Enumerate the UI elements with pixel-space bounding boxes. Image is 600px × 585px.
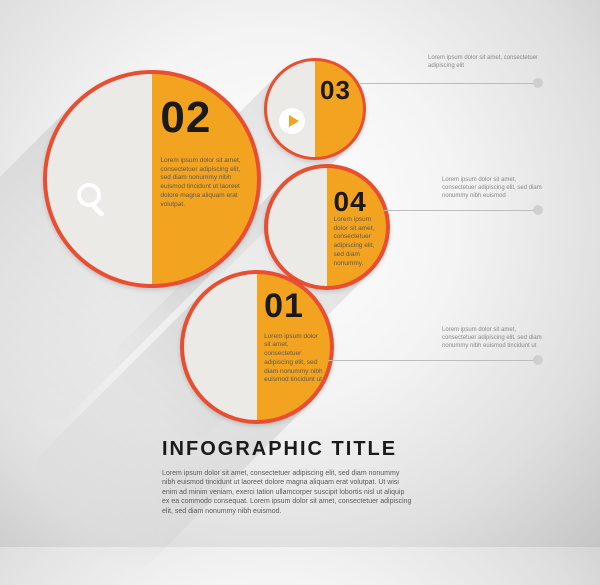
circle-01-body: 01 Lorem ipsum dolor sit amet, consectet… xyxy=(184,274,330,420)
connector-dot xyxy=(533,78,543,88)
infographic-title-body: Lorem ipsum dolor sit amet, consectetuer… xyxy=(162,469,412,516)
circle-04: 04 Lorem ipsum dolor sit amet, consectet… xyxy=(264,164,390,290)
circle-03: 03 xyxy=(264,58,366,160)
connector-text: Lorem ipsum dolor sit amet, consectetuer… xyxy=(442,176,550,200)
play-icon xyxy=(277,106,307,136)
connector-line xyxy=(384,210,538,211)
connector-line xyxy=(360,83,538,84)
magnifier-icon xyxy=(73,179,113,219)
circle-04-number: 04 xyxy=(334,188,367,216)
circle-02-text: Lorem ipsum dolor sit amet, consectetuer… xyxy=(160,157,247,210)
circle-04-body: 04 Lorem ipsum dolor sit amet, consectet… xyxy=(268,168,386,286)
connector-text: Lorem ipsum dolor sit amet, consectetuer… xyxy=(442,326,550,350)
connector-text: Lorem ipsum dolor sit amet, consectetuer… xyxy=(428,54,546,70)
circle-03-body: 03 xyxy=(267,61,363,157)
circle-01-number: 01 xyxy=(264,289,304,323)
circle-02-number: 02 xyxy=(160,96,211,140)
infographic-title: INFOGRAPHIC TITLE xyxy=(162,438,412,461)
circle-01-left-half xyxy=(184,274,257,420)
connector-dot xyxy=(533,355,543,365)
circle-03-number: 03 xyxy=(320,77,351,103)
circle-02: 02 Lorem ipsum dolor sit amet, consectet… xyxy=(43,70,261,288)
circle-01-text: Lorem ipsum dolor sit amet, consectetuer… xyxy=(264,333,326,386)
circle-02-body: 02 Lorem ipsum dolor sit amet, consectet… xyxy=(47,74,257,284)
infographic-canvas: 02 Lorem ipsum dolor sit amet, consectet… xyxy=(0,0,600,547)
circle-01: 01 Lorem ipsum dolor sit amet, consectet… xyxy=(180,270,334,424)
circle-04-text: Lorem ipsum dolor sit amet, consectetuer… xyxy=(334,216,384,269)
connector-line xyxy=(328,360,538,361)
title-block: INFOGRAPHIC TITLE Lorem ipsum dolor sit … xyxy=(162,438,412,516)
circle-04-left-half xyxy=(268,168,327,286)
connector-dot xyxy=(533,205,543,215)
